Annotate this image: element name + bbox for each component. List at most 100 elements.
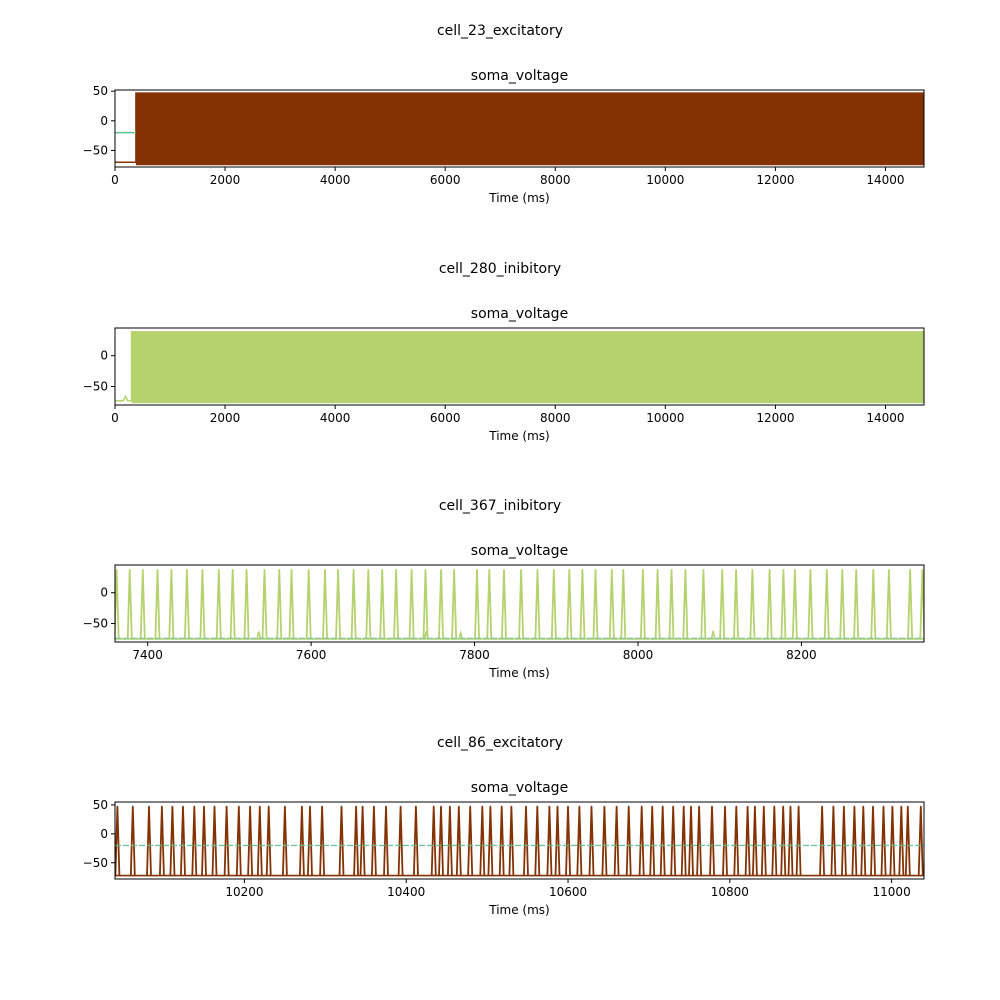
x-tick-label: 7800 — [459, 648, 490, 662]
spike — [760, 805, 767, 876]
spike — [353, 805, 359, 876]
x-tick-label: 10000 — [646, 173, 684, 187]
plot-area — [115, 805, 924, 877]
spike — [467, 805, 474, 876]
spike — [851, 805, 858, 876]
spike — [880, 805, 887, 876]
spike — [379, 569, 386, 639]
spike — [523, 805, 529, 876]
spike — [261, 569, 268, 639]
spike — [235, 805, 242, 876]
spike — [393, 569, 399, 639]
spike — [256, 805, 263, 876]
spike — [668, 569, 675, 639]
spike — [335, 569, 341, 639]
spike — [592, 569, 599, 639]
spike — [917, 805, 924, 876]
spike — [168, 569, 175, 639]
x-tick-label: 6000 — [430, 173, 461, 187]
spike — [146, 805, 152, 876]
spike — [498, 805, 505, 876]
spike — [853, 569, 860, 639]
spike — [359, 805, 366, 876]
spike — [889, 805, 896, 876]
spike — [841, 805, 847, 876]
y-tick-label: −50 — [83, 617, 108, 631]
spike — [670, 805, 677, 876]
panel-title: soma_voltage — [471, 780, 568, 796]
spike — [907, 569, 914, 639]
plot-area — [115, 331, 924, 404]
spike — [700, 569, 707, 639]
spike — [654, 569, 661, 639]
panel-title: soma_voltage — [471, 68, 568, 84]
spike — [870, 569, 877, 639]
spike — [211, 805, 218, 876]
spike — [184, 569, 190, 639]
spike — [680, 805, 687, 876]
spike — [169, 805, 176, 876]
spike — [350, 569, 357, 639]
spike — [752, 805, 758, 876]
x-tick-label: 10800 — [711, 885, 749, 899]
x-tick-label: 8000 — [540, 411, 571, 425]
spike-band — [135, 92, 924, 166]
axes-frame — [114, 327, 925, 406]
plot-area — [115, 92, 924, 166]
figure-suptitle: cell_86_excitatory — [437, 735, 563, 751]
spike — [438, 569, 444, 639]
x-axis-label: Time (ms) — [488, 191, 550, 205]
spike — [139, 569, 146, 639]
figure-suptitle: cell_280_inibitory — [439, 261, 561, 277]
x-tick-label: 8200 — [786, 648, 817, 662]
spike — [191, 805, 198, 876]
spike — [518, 569, 525, 639]
x-tick-label: 0 — [111, 411, 119, 425]
x-tick-label: 7600 — [296, 648, 327, 662]
figure-suptitle: cell_23_excitatory — [437, 23, 563, 39]
spike — [265, 805, 272, 876]
axes-frame — [114, 801, 925, 880]
x-axis-label: Time (ms) — [488, 903, 550, 917]
axes-frame — [114, 89, 925, 168]
spike — [649, 805, 656, 876]
spike — [383, 805, 389, 876]
x-tick-label: 10600 — [549, 885, 587, 899]
spike — [780, 805, 787, 876]
spike — [795, 805, 802, 876]
x-tick-label: 2000 — [210, 173, 241, 187]
spike — [613, 805, 620, 876]
panel-3: cell_367_inibitory soma_voltage 7400 7600 78… — [83, 498, 925, 680]
y-tick-label: 0 — [100, 349, 108, 363]
spike — [199, 569, 206, 639]
y-tick-label: 0 — [100, 114, 108, 128]
spike — [223, 805, 230, 876]
spike — [299, 805, 305, 876]
spike — [576, 805, 583, 876]
spike — [733, 569, 739, 639]
spike — [338, 805, 345, 876]
spike — [898, 805, 905, 876]
spike — [474, 569, 480, 639]
figure-suptitle: cell_367_inibitory — [439, 498, 561, 514]
spike — [601, 805, 608, 876]
spike — [870, 805, 876, 876]
spike — [508, 805, 515, 876]
spike — [546, 805, 553, 876]
spike — [885, 569, 892, 639]
y-tick-label: −50 — [83, 380, 108, 394]
spike — [180, 805, 186, 876]
resting-trace — [115, 331, 133, 402]
spike — [501, 569, 507, 639]
spike — [807, 569, 814, 639]
spike — [722, 805, 728, 876]
subthreshold-event — [458, 629, 464, 640]
x-tick-label: 8000 — [623, 648, 654, 662]
spike — [830, 805, 837, 876]
spike — [322, 569, 328, 639]
resting-trace — [115, 92, 137, 164]
subthreshold-event — [710, 630, 716, 640]
spike — [719, 569, 726, 639]
spike — [780, 569, 787, 639]
